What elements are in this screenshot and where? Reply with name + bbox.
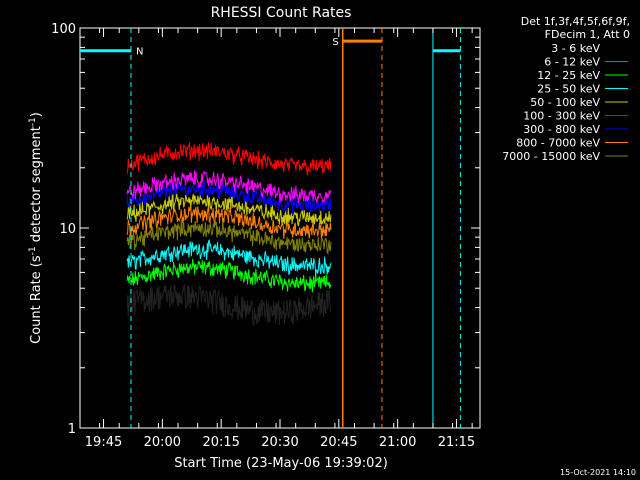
y-tick-label: 10 <box>59 222 76 237</box>
series-line <box>126 239 332 276</box>
chart-title: RHESSI Count Rates <box>211 5 352 21</box>
axes-layer: 1 10 100 19:45 20:00 20:15 20:30 20:45 21:00 21:1… <box>51 22 480 450</box>
x-axis-label: Start Time (23-May-06 19:39:02) <box>174 456 388 471</box>
y-axis-label-sup1: -1 <box>28 246 38 255</box>
legend-entry-label: 100 - 300 keV <box>523 110 600 123</box>
y-tick-label: 100 <box>51 22 76 37</box>
y-axis-label-sup2: -1 <box>28 117 38 126</box>
y-axis-label: Count Rate (s-1 detector segment-1) <box>28 112 44 344</box>
series-line-3-6-kev <box>126 283 332 327</box>
series-line <box>126 142 332 176</box>
footer-date: 15-Oct-2021 14:10 <box>560 468 636 477</box>
x-tick-label: 21:15 <box>438 435 475 450</box>
legend-header-2: FDecim 1, Att 0 <box>545 28 630 41</box>
legend-header-1: Det 1f,3f,4f,5f,6f,9f, <box>521 15 630 28</box>
legend-entry-label: 7000 - 15000 keV <box>502 150 600 163</box>
series-line <box>126 258 332 293</box>
annotation-layer: NS <box>80 28 461 428</box>
legend-entry-label: 6 - 12 keV <box>544 56 600 69</box>
series-line <box>126 205 332 239</box>
y-axis-label-end: ) <box>29 112 44 117</box>
series-line <box>126 193 332 227</box>
x-tick-label: 19:45 <box>85 435 122 450</box>
x-tick-label: 20:30 <box>261 435 298 450</box>
x-tick-label: 20:00 <box>144 435 181 450</box>
series-line <box>126 170 332 204</box>
legend-entry-label: 800 - 7000 keV <box>516 137 600 150</box>
legend-entry-label: 50 - 100 keV <box>530 96 600 109</box>
x-tick-label: 20:15 <box>202 435 239 450</box>
series-line <box>126 219 332 256</box>
legend-entry-label: 3 - 6 keV <box>551 42 600 55</box>
x-tick-label: 21:00 <box>379 435 416 450</box>
y-axis-label-mid: detector segment <box>29 126 44 246</box>
y-tick-label: 1 <box>68 422 76 437</box>
legend: Det 1f,3f,4f,5f,6f,9f,FDecim 1, Att 03 -… <box>502 15 630 163</box>
night-marker-label: N <box>136 47 143 58</box>
x-tick-label: 20:45 <box>320 435 357 450</box>
legend-entry-label: 300 - 800 keV <box>523 123 600 136</box>
legend-entry-label: 25 - 50 keV <box>537 83 600 96</box>
legend-entry-label: 12 - 25 keV <box>537 69 600 82</box>
y-axis-label-main: Count Rate (s <box>29 255 44 344</box>
saa-marker-label: S <box>332 37 338 48</box>
series-layer <box>126 142 332 327</box>
